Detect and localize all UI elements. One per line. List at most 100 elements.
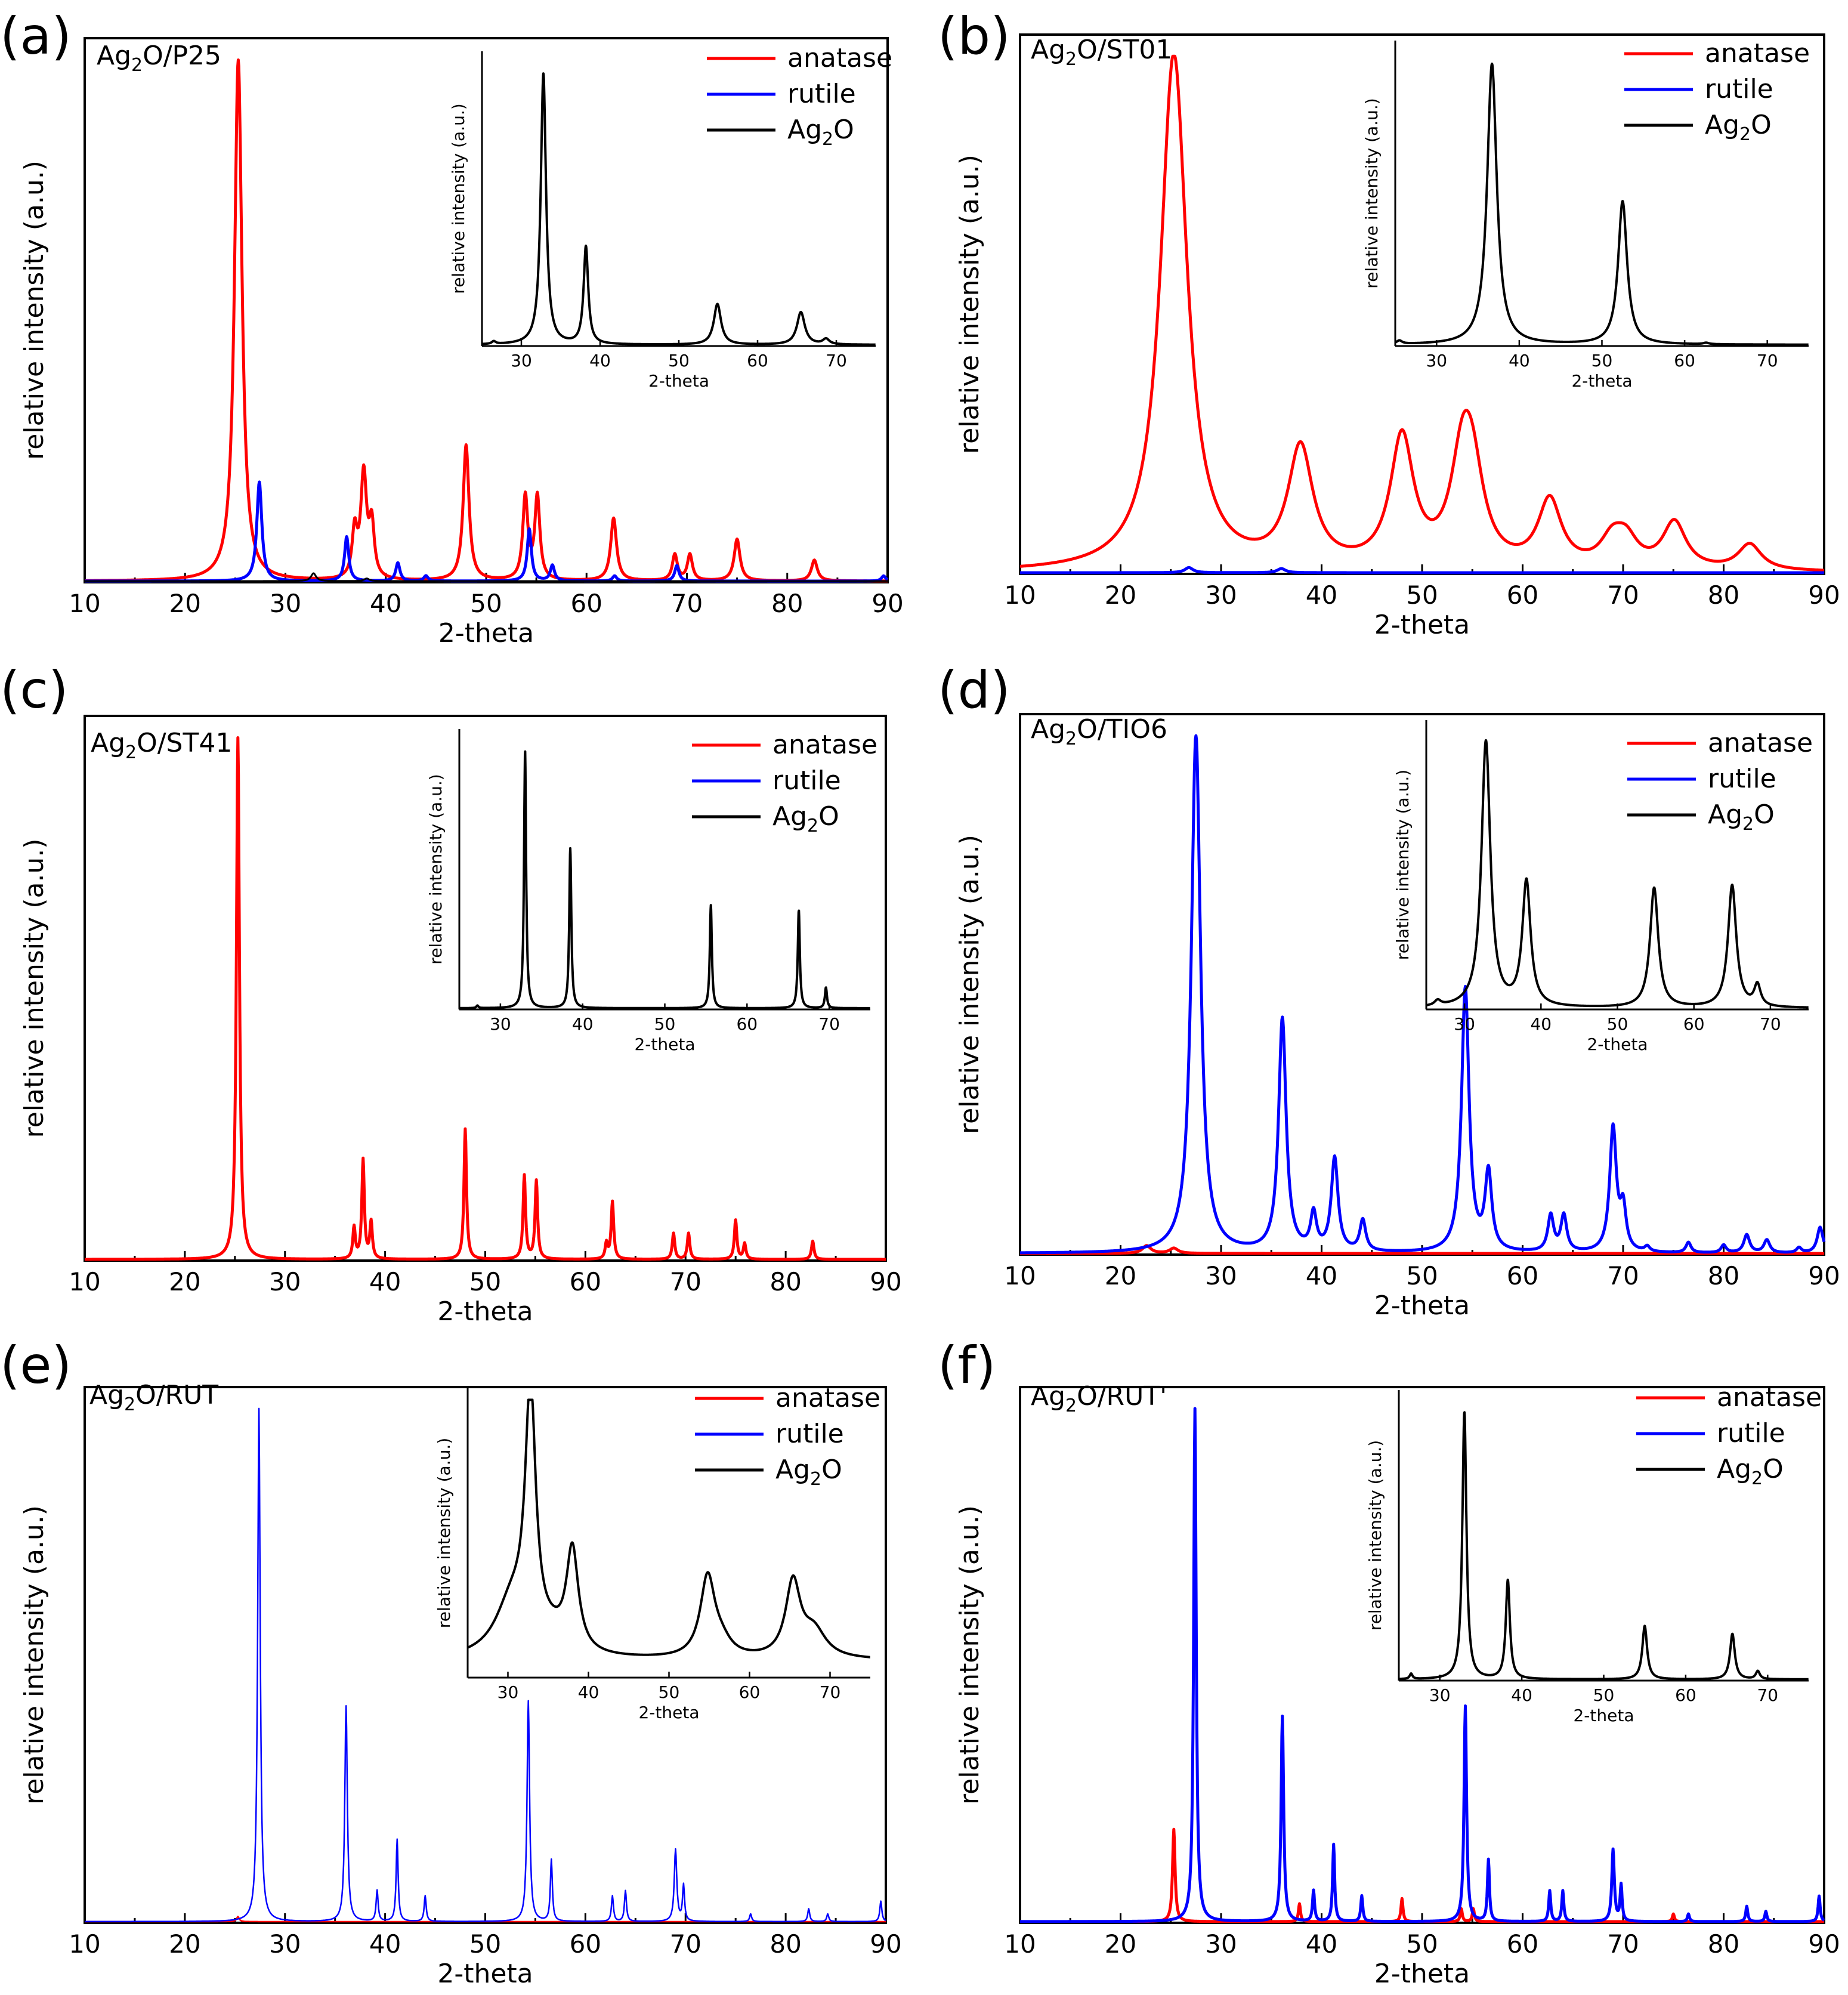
inset-x-tick-label: 70 (1757, 1685, 1778, 1705)
main-plot-frame (84, 37, 889, 583)
sample-label: Ag2O/TIO6 (1031, 714, 1167, 749)
x-tick-label: 10 (69, 589, 100, 618)
legend-label-rutile: rutile (775, 1419, 844, 1449)
main-plot-frame (1019, 713, 1825, 1256)
series-rutile-line (1019, 566, 1825, 575)
legend-label-ag2o: Ag2O (1705, 110, 1772, 145)
x-tick-label: 30 (1205, 1261, 1237, 1290)
x-tick-label: 80 (771, 589, 803, 618)
inset-y-axis-label: relative intensity (a.u.) (1365, 1440, 1385, 1630)
x-tick-label: 70 (671, 589, 703, 618)
inset-x-axis-label: 2-theta (1573, 1706, 1634, 1725)
inset-x-tick-label: 40 (1511, 1685, 1532, 1705)
x-tick-label: 20 (1105, 1261, 1136, 1290)
legend-label-rutile: rutile (772, 765, 841, 796)
x-tick-label: 70 (1607, 1261, 1639, 1290)
x-tick-label: 80 (770, 1929, 801, 1959)
panel-c: (c) 10 20 30 40 50 60 70 80 90 2-theta relative int… (0, 660, 902, 1327)
inset-x-tick-label: 60 (747, 351, 768, 370)
inset-x-tick-label: 50 (654, 1014, 676, 1034)
legend-label-rutile: rutile (787, 79, 856, 109)
inset-x-tick-label: 40 (589, 351, 611, 370)
x-tick-label: 50 (1406, 1929, 1438, 1959)
x-tick-label: 40 (370, 589, 401, 618)
main-plot-frame (84, 715, 887, 1262)
legend-label-anatase: anatase (772, 730, 877, 760)
x-tick-label: 90 (870, 1929, 901, 1959)
x-tick-label: 70 (1607, 1929, 1639, 1959)
x-tick-label: 40 (1306, 1261, 1337, 1290)
panel-label: (a) (0, 7, 72, 66)
legend-label-rutile: rutile (1705, 74, 1773, 104)
x-tick-label: 60 (1507, 1261, 1538, 1290)
y-axis-label: relative intensity (a.u.) (19, 1505, 50, 1805)
x-tick-label: 20 (169, 1267, 200, 1296)
x-tick-label: 70 (1607, 580, 1639, 610)
x-axis-label: 2-theta (437, 1296, 533, 1327)
x-tick-label: 50 (1406, 580, 1438, 610)
sample-label: Ag2O/RUT (89, 1380, 218, 1415)
series-anatase-line (84, 58, 889, 583)
x-tick-label: 60 (570, 1267, 601, 1296)
inset-ag2o-line (1394, 62, 1810, 346)
x-tick-label: 90 (872, 589, 903, 618)
x-axis-label: 2-theta (1374, 1959, 1470, 1989)
inset-x-tick-label: 40 (572, 1014, 594, 1034)
x-tick-label: 90 (870, 1267, 901, 1296)
inset-ag2o-line (1398, 1411, 1810, 1681)
inset-y-axis-label: relative intensity (a.u.) (449, 103, 468, 294)
inset-x-tick-label: 30 (511, 351, 532, 370)
inset-x-tick-label: 70 (818, 1014, 840, 1034)
x-tick-label: 10 (69, 1929, 100, 1959)
x-tick-label: 30 (1205, 1929, 1237, 1959)
series-anatase-line (1019, 1827, 1825, 1923)
sample-label: Ag2O/ST01 (1031, 35, 1172, 70)
y-axis-label: relative intensity (a.u.) (954, 1505, 985, 1805)
x-tick-label: 20 (1105, 580, 1136, 610)
legend-label-anatase: anatase (775, 1383, 880, 1413)
inset-y-axis-label: relative intensity (a.u.) (1393, 770, 1413, 960)
legend-label-ag2o: Ag2O (787, 115, 854, 150)
sample-label: Ag2O/ST41 (91, 728, 232, 763)
series-rutile-line (1019, 734, 1826, 1255)
panel-e: (e) 10 20 30 40 50 60 70 80 90 2-theta relative int… (0, 1336, 902, 1989)
x-axis-label: 2-theta (438, 618, 534, 648)
panel-label: (f) (938, 1336, 996, 1395)
inset-y-axis-label: relative intensity (a.u.) (426, 774, 446, 964)
y-axis-label: relative intensity (a.u.) (954, 835, 985, 1134)
series-rutile-line (84, 1407, 886, 1923)
x-tick-label: 50 (1406, 1261, 1438, 1290)
y-axis-label: relative intensity (a.u.) (19, 839, 50, 1138)
x-tick-label: 70 (670, 1929, 702, 1959)
legend-label-anatase: anatase (1717, 1382, 1822, 1413)
inset-x-tick-label: 60 (1675, 1685, 1696, 1705)
x-tick-label: 50 (469, 1267, 501, 1296)
inset-x-tick-label: 30 (1454, 1014, 1475, 1034)
x-tick-label: 50 (469, 1929, 501, 1959)
inset-x-tick-label: 50 (1593, 1685, 1615, 1705)
x-tick-label: 30 (269, 1929, 301, 1959)
x-tick-label: 80 (1708, 1929, 1739, 1959)
inset-x-tick-label: 60 (736, 1014, 758, 1034)
x-tick-label: 40 (369, 1267, 401, 1296)
panel-a: (a) 10 20 30 40 50 60 70 80 90 2-theta relative int… (0, 7, 904, 648)
inset-x-tick-label: 30 (497, 1682, 519, 1702)
series-anatase-line (1019, 54, 1825, 572)
inset-x-tick-label: 30 (490, 1014, 511, 1034)
x-tick-label: 90 (1808, 580, 1840, 610)
x-tick-label: 10 (1004, 580, 1036, 610)
x-tick-label: 80 (1708, 580, 1739, 610)
legend-label-anatase: anatase (1705, 38, 1810, 69)
x-tick-label: 20 (169, 589, 201, 618)
x-tick-label: 40 (1306, 1929, 1337, 1959)
x-axis-label: 2-theta (1374, 610, 1470, 640)
series-anatase-line (1019, 1244, 1825, 1255)
y-axis-label: relative intensity (a.u.) (954, 155, 985, 454)
inset-x-tick-label: 60 (1683, 1014, 1705, 1034)
panel-f: (f) 10 20 30 40 50 60 70 80 90 2-theta relative int… (938, 1336, 1840, 1989)
inset-x-axis-label: 2-theta (1587, 1034, 1648, 1054)
y-axis-label: relative intensity (a.u.) (19, 160, 50, 460)
panel-label: (c) (0, 660, 68, 720)
x-tick-label: 50 (470, 589, 502, 618)
legend-label-anatase: anatase (1708, 728, 1813, 758)
